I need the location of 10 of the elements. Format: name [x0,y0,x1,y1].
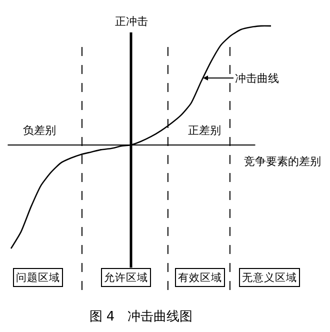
text: 图 4 冲击曲线图 [89,309,193,324]
text: 无意义区域 [242,271,297,284]
annotation: 正差别 [188,124,221,137]
annotation: 冲击曲线 [235,72,279,85]
text: 允许区域 [104,271,148,284]
text: 问题区域 [16,271,60,284]
x-axis-title: 竞争要素的差别 [244,155,321,168]
text: 有效区域 [178,271,222,284]
annotation: 负差别 [23,124,56,137]
y-axis-title: 正冲击 [115,15,148,28]
